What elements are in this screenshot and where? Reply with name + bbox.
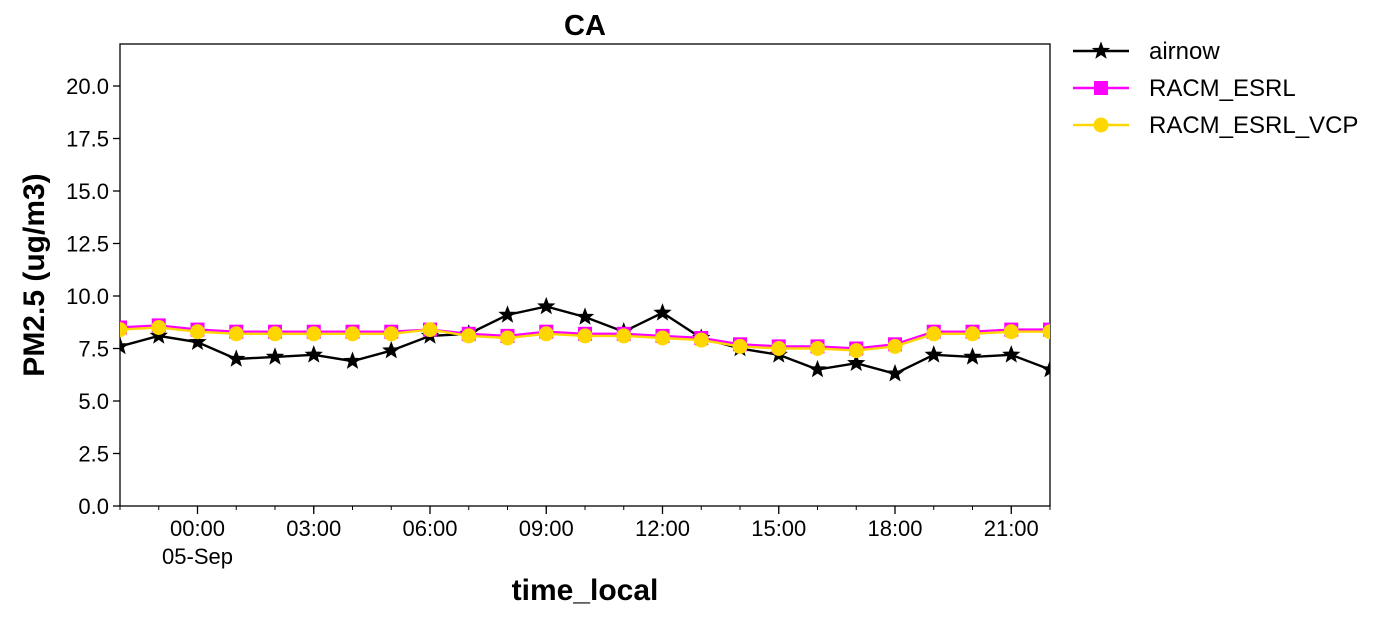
data-point — [655, 330, 670, 346]
plot-frame — [119, 43, 1051, 507]
data-point — [575, 307, 595, 325]
x-tick-label: 03:00 — [286, 516, 341, 541]
legend-item: RACM_ESRL — [1073, 75, 1296, 102]
legend: airnow RACM_ESRL RACM_ESRL_VCP — [1073, 38, 1358, 139]
data-point — [1042, 324, 1050, 340]
data-point — [304, 345, 323, 363]
data-point — [188, 332, 207, 351]
legend-label: RACM_ESRL_VCP — [1149, 112, 1358, 139]
legend-label: airnow — [1149, 38, 1220, 65]
data-point — [1002, 345, 1021, 363]
data-point — [383, 326, 399, 342]
data-point — [1040, 359, 1050, 378]
y-axis-label: PM2.5 (ug/m3) — [18, 173, 51, 376]
legend-item: airnow — [1073, 38, 1220, 65]
data-point — [120, 336, 130, 355]
data-point — [306, 326, 322, 342]
data-point — [1003, 324, 1019, 340]
data-point — [382, 340, 401, 359]
data-point — [616, 328, 632, 344]
legend-item: RACM_ESRL_VCP — [1073, 112, 1358, 139]
legend-marker — [1094, 81, 1108, 95]
data-point — [963, 347, 982, 365]
y-tick-label: 0.0 — [78, 494, 109, 519]
x-tick-label: 09:00 — [519, 516, 574, 541]
data-point — [887, 338, 903, 354]
x-tick-label: 12:00 — [635, 516, 690, 541]
data-point — [151, 320, 167, 335]
data-point — [498, 305, 517, 323]
data-point — [577, 328, 593, 344]
data-point — [190, 324, 205, 340]
y-tick-label: 15.0 — [66, 179, 109, 204]
data-point — [965, 326, 980, 342]
legend-marker — [1093, 117, 1109, 133]
data-point — [924, 345, 943, 363]
y-tick-label: 2.5 — [78, 442, 109, 467]
x-tick-label: 21:00 — [984, 516, 1039, 541]
y-tick-label: 12.5 — [66, 232, 109, 257]
y-tick-label: 7.5 — [78, 337, 109, 362]
data-point — [500, 330, 515, 346]
data-point — [345, 326, 360, 342]
data-point — [149, 326, 168, 344]
series-RACM_ESRL_VCP — [120, 320, 1050, 359]
data-point — [848, 343, 864, 359]
data-point — [885, 364, 905, 382]
data-point — [265, 347, 285, 365]
data-point — [847, 353, 866, 372]
x-tick-label: 15:00 — [751, 516, 806, 541]
x-tick-label: 06:00 — [402, 516, 457, 541]
chart-title: CA — [564, 10, 606, 42]
data-point — [228, 326, 244, 342]
y-tick-label: 10.0 — [66, 284, 109, 309]
data-point — [267, 326, 283, 342]
data-point — [926, 326, 942, 342]
x-tick-label: 00:00 — [170, 516, 225, 541]
y-tick-label: 20.0 — [66, 74, 109, 99]
x-tick-sublabel: 05-Sep — [162, 544, 233, 569]
data-point — [810, 341, 825, 356]
data-point — [343, 351, 362, 369]
data-point — [120, 322, 128, 338]
y-tick-label: 17.5 — [66, 127, 109, 152]
data-point — [693, 332, 709, 348]
legend-marker — [1091, 41, 1111, 59]
data-point — [808, 359, 827, 378]
data-point — [538, 326, 554, 342]
data-point — [422, 322, 438, 338]
x-tick-label: 18:00 — [867, 516, 922, 541]
x-axis-label: time_local — [512, 574, 659, 607]
data-point — [771, 341, 787, 356]
legend-label: RACM_ESRL — [1149, 75, 1296, 102]
data-point — [732, 338, 748, 354]
plot-area: 0.0 2.5 5.0 7.5 10.0 12.5 15.0 17.5 20.0 00:00 05-… — [66, 43, 1051, 569]
data-point — [537, 296, 556, 315]
data-point — [461, 328, 477, 344]
y-tick-label: 5.0 — [78, 389, 109, 414]
data-point — [227, 349, 246, 367]
data-point — [653, 303, 672, 321]
